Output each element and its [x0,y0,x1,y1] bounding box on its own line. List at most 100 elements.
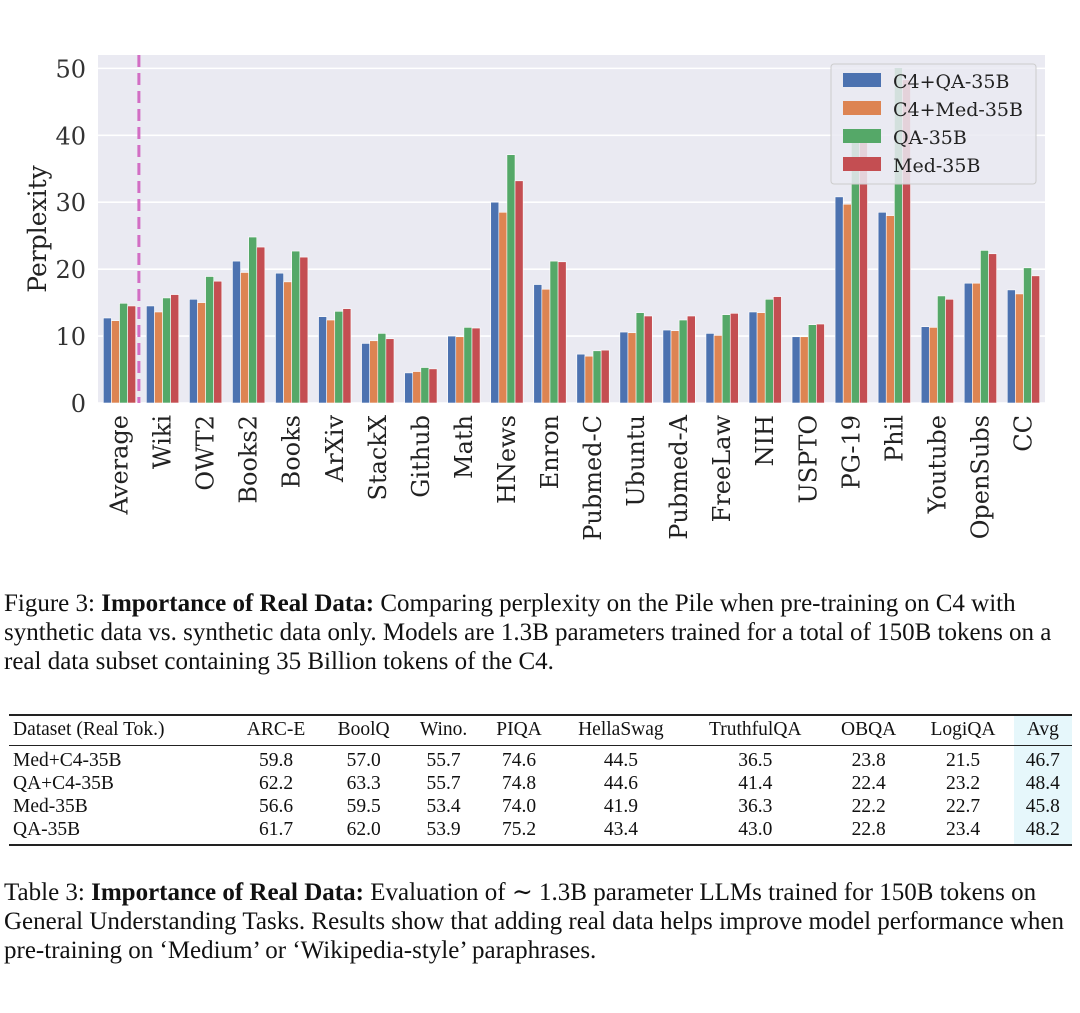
table-cell: 23.2 [945,773,981,794]
bar-qa-35b-owt2 [205,276,215,404]
bar-c4-med-35b-owt2 [197,302,206,404]
bar-c4-med-35b-stackx [369,340,379,404]
table-cell: 55.7 [426,773,461,794]
bar-med-35b-enron [557,261,567,404]
table-caption-label: Table 3: [4,879,85,906]
x-tick-label: Phil [880,415,908,462]
x-tick-label: Ubuntu [622,415,650,507]
table-cell: 22.8 [851,819,886,840]
legend-entry: QA-35B [893,127,967,149]
bar-c4-qa-35b-stackx [361,343,370,404]
y-tick-label: 10 [55,323,86,351]
table-cell: 23.4 [945,819,981,840]
x-tick-label: Books [278,415,306,488]
x-tick-label: Pubmed-C [579,415,607,541]
bar-qa-35b-wiki [162,297,171,404]
table-cell: 48.2 [1013,818,1072,845]
x-tick-label: Wiki [149,415,177,469]
bar-c4-med-35b-youtube [928,327,938,404]
bar-med-35b-stackx [385,338,395,404]
x-tick-label: OpenSubs [966,415,994,539]
table-cell: 22.4 [851,773,886,794]
bar-c4-qa-35b-uspto [791,336,801,404]
table-header-cell: BoolQ [322,715,406,746]
bar-qa-35b-nih [764,298,774,404]
bar-c4-med-35b-wiki [154,311,163,404]
legend-box [830,63,1037,185]
bar-c4-qa-35b-books2 [232,260,241,404]
legend-swatch [843,157,881,171]
table-cell: 44.6 [603,773,638,794]
bar-qa-35b-stackx [377,333,387,404]
bar-c4-qa-35b-cc [1006,289,1016,404]
figure-caption-label: Figure 3: [4,590,95,617]
bar-c4-med-35b-enron [541,288,551,404]
bar-c4-qa-35b-phil [877,211,887,404]
bar-c4-med-35b-arxiv [326,319,336,404]
table-cell: 62.2 [258,773,294,794]
x-tick-label: HNews [493,415,521,504]
table-row: QA-35B 61.7 62.0 53.9 75.2 43.4 43.0 22.8 23.4 48… [9,818,1072,845]
bar-med-35b-books2 [256,246,266,404]
figure-caption-text: Comparing perplexity on the Pile when pr… [4,590,1052,675]
bar-med-35b-uspto [816,323,825,404]
bar-med-35b-pubmed-a [686,315,696,404]
bar-qa-35b-arxiv [334,311,344,404]
bar-c4-med-35b-pg-19 [842,203,852,404]
table-row: QA+C4-35B 62.2 63.3 55.7 74.8 44.6 41.4 22.4 23.… [9,772,1072,795]
table-body: Med+C4-35B 59.8 57.0 55.7 74.6 44.5 36.5 23.8 21… [9,745,1072,845]
table-cell: 55.7 [426,750,461,771]
table-cell: 63.3 [346,773,381,794]
table-cell: 61.7 [258,819,294,840]
table-cell: 22.7 [945,796,981,817]
table-cell: 23.8 [851,750,886,771]
bar-c4-qa-35b-owt2 [189,298,198,404]
bar-med-35b-owt2 [213,280,223,404]
bar-c4-qa-35b-pg-19 [834,196,844,404]
table-header-cell: Dataset (Real Tok.) [9,715,230,746]
legend-swatch [843,101,881,115]
y-tick-label: 50 [55,55,86,83]
x-tick-label: OWT2 [192,415,220,491]
table-cell: 41.4 [738,773,773,794]
bar-c4-qa-35b-nih [748,311,758,404]
x-tick-label: Math [450,415,478,479]
bar-qa-35b-books [291,250,301,404]
table-cell: 43.0 [738,819,773,840]
table-caption-title: Importance of Real Data: [91,879,364,906]
bar-c4-med-35b-books [283,281,293,404]
x-tick-label: Github [407,415,435,498]
table-caption-text: Evaluation of ∼ 1.3B parameter LLMs trai… [4,879,1064,964]
table-row-label: Med+C4-35B [13,750,122,771]
bar-c4-qa-35b-books [275,272,284,404]
legend-swatch [843,129,881,143]
bar-c4-qa-35b-pubmed-c [576,353,586,404]
perplexity-bar-chart: 0 10 20 30 40 50 Perplexity Average Wiki OWT2 Book… [23,55,1045,541]
y-tick-label: 0 [71,390,86,418]
y-tick-label: 30 [55,189,86,217]
table-cell: 53.9 [426,819,461,840]
bar-med-35b-opensubs [988,253,997,404]
bar-c4-med-35b-phil [885,215,895,404]
bar-qa-35b-ubuntu [635,312,645,404]
x-tick-label: Books2 [235,415,263,504]
bar-qa-35b-youtube [937,295,946,404]
table-header-cell: HellaSwag [556,715,686,746]
bar-med-35b-books [299,256,309,404]
bar-c4-med-35b-pubmed-a [670,330,680,404]
x-tick-label: CC [1009,415,1037,452]
bar-c4-qa-35b-freelaw [705,333,715,404]
table-cell: 53.4 [426,796,461,817]
figure-caption: Figure 3: Importance of Real Data: Compa… [4,589,1076,676]
table-row: Med-35B 56.6 59.5 53.4 74.0 41.9 36.3 22.2 22.7 4… [9,795,1072,818]
bar-c4-med-35b-github [412,371,422,404]
bar-qa-35b-enron [549,260,559,404]
bar-c4-qa-35b-average [103,317,112,404]
bar-med-35b-hnews [514,180,524,404]
bar-med-35b-youtube [945,298,954,404]
table-header-cell: PIQA [481,715,557,746]
bar-qa-35b-books2 [248,236,258,404]
bar-med-35b-ubuntu [643,315,653,404]
bar-qa-35b-opensubs [980,250,989,404]
table-row-label: Med-35B [13,796,88,817]
